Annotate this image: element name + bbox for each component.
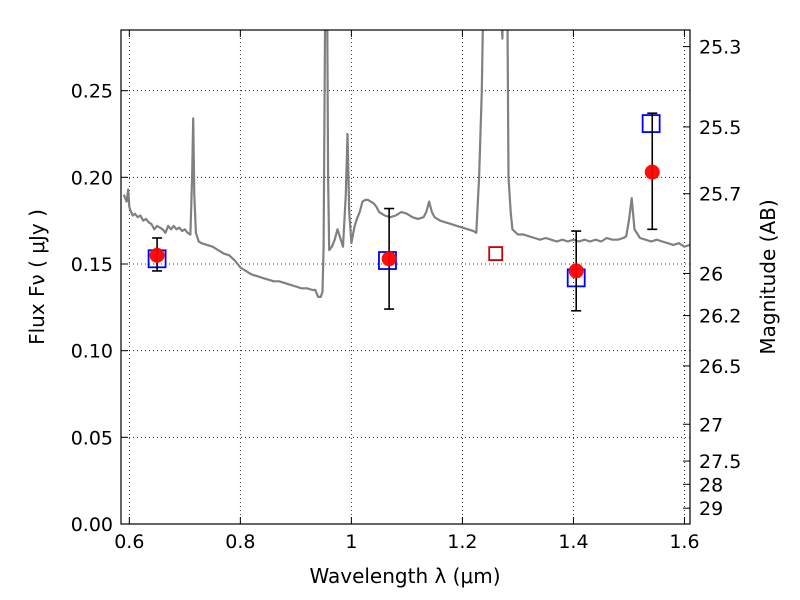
y-axis-label: Flux Fν ( μJy )	[25, 209, 49, 345]
y-tick-label: 0.15	[71, 254, 113, 276]
data-point	[644, 164, 660, 180]
x-tick-label: 0.6	[114, 531, 144, 553]
right-tick-label: 25.7	[699, 184, 741, 206]
y-tick-label: 0.25	[71, 81, 113, 103]
model-spectrum	[122, 30, 690, 298]
x-axis-label: Wavelength λ (μm)	[309, 564, 500, 588]
right-tick-label: 26.2	[699, 306, 741, 328]
data-point	[568, 263, 584, 279]
data-point	[381, 251, 397, 267]
right-tick-label: 27	[699, 414, 723, 436]
model-spectrum-line	[122, 30, 690, 298]
x-tick-label: 1.4	[558, 531, 588, 553]
right-tick-label: 27.5	[699, 451, 741, 473]
axis-ticks: 0.6 0.8 1 1.2 1.4 1.6 0.00 0.05 0.10 0.15 0.20 0.25…	[71, 30, 741, 553]
right-tick-label: 26.5	[699, 356, 741, 378]
open-square-marker	[641, 114, 661, 133]
y-tick-label: 0.00	[71, 514, 113, 536]
x-tick-label: 1.6	[669, 531, 699, 553]
plot-frame	[120, 29, 691, 525]
right-tick-label: 28	[699, 474, 723, 496]
photometry-points	[147, 112, 661, 312]
y-tick-label: 0.05	[71, 427, 113, 449]
y-tick-label: 0.10	[71, 341, 113, 363]
right-tick-label: 26	[699, 263, 723, 285]
right-tick-label: 25.5	[699, 117, 741, 139]
y-tick-label: 0.20	[71, 167, 113, 189]
data-point	[149, 247, 165, 263]
x-tick-label: 1	[345, 531, 357, 553]
right-tick-label: 25.3	[699, 37, 741, 59]
right-tick-label: 29	[699, 498, 723, 520]
y-axis-right-label: Magnitude (AB)	[756, 199, 780, 354]
open-square-marker	[488, 246, 504, 262]
x-tick-label: 1.2	[447, 531, 477, 553]
grid-lines	[121, 30, 690, 524]
x-tick-label: 0.8	[225, 531, 255, 553]
